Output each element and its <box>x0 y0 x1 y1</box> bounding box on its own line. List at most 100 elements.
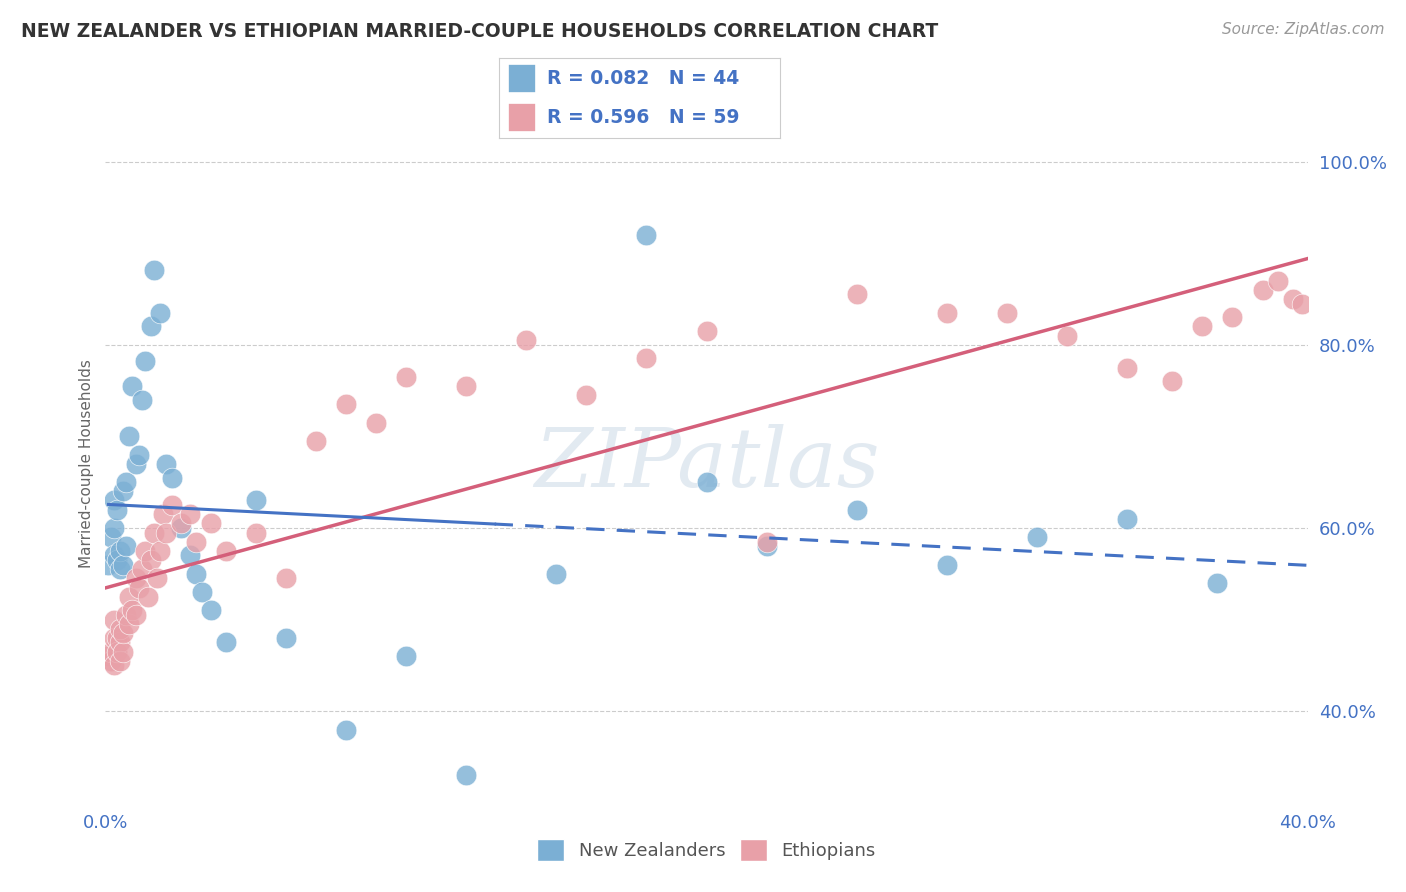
Point <box>169 521 191 535</box>
Point <box>110 562 132 576</box>
Point <box>115 475 138 490</box>
Point <box>112 558 135 572</box>
Point <box>190 585 212 599</box>
Point <box>100 530 122 544</box>
Point <box>112 626 135 640</box>
Point <box>128 448 150 462</box>
Point <box>115 539 138 553</box>
Point <box>546 566 568 581</box>
Point <box>97 649 120 664</box>
Point <box>110 544 132 558</box>
Point <box>636 351 658 366</box>
Point <box>1161 375 1184 389</box>
FancyBboxPatch shape <box>508 103 536 132</box>
Point <box>179 507 201 521</box>
Point <box>995 306 1018 320</box>
Point <box>118 617 141 632</box>
Point <box>103 613 125 627</box>
Point <box>335 723 357 737</box>
Point <box>103 658 125 673</box>
Text: R = 0.596   N = 59: R = 0.596 N = 59 <box>547 108 740 127</box>
Point <box>1206 576 1229 591</box>
Point <box>103 549 125 563</box>
Point <box>636 227 658 242</box>
Point <box>128 581 150 595</box>
Point <box>131 392 153 407</box>
Point <box>107 502 129 516</box>
Point <box>160 498 183 512</box>
Point <box>245 525 267 540</box>
Point <box>696 475 718 490</box>
Point <box>245 493 267 508</box>
Point <box>136 590 159 604</box>
Point <box>936 558 959 572</box>
Point <box>103 521 125 535</box>
Text: Source: ZipAtlas.com: Source: ZipAtlas.com <box>1222 22 1385 37</box>
Point <box>124 457 146 471</box>
Point <box>1056 328 1078 343</box>
Point <box>118 590 141 604</box>
Point <box>1191 319 1213 334</box>
Point <box>179 549 201 563</box>
Point <box>1281 292 1303 306</box>
Point <box>755 534 778 549</box>
Text: R = 0.082   N = 44: R = 0.082 N = 44 <box>547 70 740 88</box>
Point <box>103 493 125 508</box>
Point <box>139 319 162 334</box>
Point <box>169 516 191 531</box>
Point <box>575 388 598 402</box>
Point <box>696 324 718 338</box>
Point <box>214 635 236 649</box>
Point <box>148 544 170 558</box>
Point <box>112 645 135 659</box>
Point <box>100 645 122 659</box>
Point <box>1222 310 1244 325</box>
Point <box>118 429 141 443</box>
Point <box>155 457 177 471</box>
Y-axis label: Married-couple Households: Married-couple Households <box>79 359 94 568</box>
Point <box>160 470 183 484</box>
Point <box>110 654 132 668</box>
Point <box>142 525 165 540</box>
Point <box>395 369 418 384</box>
Point <box>124 571 146 585</box>
Point <box>110 635 132 649</box>
FancyBboxPatch shape <box>508 64 536 94</box>
Point <box>107 645 129 659</box>
Point <box>214 544 236 558</box>
Point <box>110 622 132 636</box>
Point <box>1116 360 1139 375</box>
Point <box>454 768 477 782</box>
Point <box>200 516 222 531</box>
Point <box>1267 274 1289 288</box>
Point <box>274 631 297 645</box>
Point <box>1291 296 1313 310</box>
Point <box>395 649 418 664</box>
Point <box>139 553 162 567</box>
Point <box>845 287 868 301</box>
Text: NEW ZEALANDER VS ETHIOPIAN MARRIED-COUPLE HOUSEHOLDS CORRELATION CHART: NEW ZEALANDER VS ETHIOPIAN MARRIED-COUPL… <box>21 22 938 41</box>
Point <box>335 397 357 411</box>
Point <box>121 379 143 393</box>
Point <box>100 654 122 668</box>
Point <box>515 333 537 347</box>
Point <box>107 553 129 567</box>
Point <box>107 631 129 645</box>
Point <box>142 262 165 277</box>
Point <box>103 631 125 645</box>
Legend: New Zealanders, Ethiopians: New Zealanders, Ethiopians <box>530 832 883 868</box>
Point <box>134 544 156 558</box>
Point <box>184 534 207 549</box>
Point <box>1251 283 1274 297</box>
Point <box>131 562 153 576</box>
Point <box>364 416 387 430</box>
Point <box>845 502 868 516</box>
Point <box>134 354 156 368</box>
Point <box>274 571 297 585</box>
Point <box>454 379 477 393</box>
Point <box>115 607 138 622</box>
Point <box>112 484 135 499</box>
Point <box>1026 530 1049 544</box>
Point <box>936 306 959 320</box>
Point <box>305 434 328 448</box>
